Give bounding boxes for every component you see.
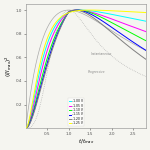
-1.20 V bbox=[78, 10, 80, 11]
-1.00 V bbox=[145, 20, 147, 22]
-1.15 V bbox=[108, 24, 109, 26]
-1.05 V bbox=[37, 84, 39, 85]
-1.10 V bbox=[108, 20, 109, 22]
Line: -1.25 V: -1.25 V bbox=[26, 10, 146, 128]
-1.15 V bbox=[121, 33, 123, 35]
-1.25 V bbox=[74, 10, 75, 12]
-1.25 V bbox=[25, 127, 27, 129]
-1.10 V bbox=[74, 9, 75, 11]
-1.25 V bbox=[121, 10, 123, 12]
Line: -1.00 V: -1.00 V bbox=[26, 10, 146, 128]
-1.10 V bbox=[37, 91, 39, 92]
-1.15 V bbox=[119, 32, 120, 34]
-1.20 V bbox=[74, 9, 75, 11]
-1.00 V bbox=[121, 15, 123, 17]
-1.05 V bbox=[121, 22, 123, 24]
-1.05 V bbox=[74, 9, 75, 11]
Line: -1.05 V: -1.05 V bbox=[26, 10, 146, 128]
-1.05 V bbox=[145, 31, 147, 33]
-1.00 V bbox=[108, 13, 109, 15]
-1.25 V bbox=[145, 12, 147, 13]
-1.00 V bbox=[80, 9, 82, 11]
-1.20 V bbox=[108, 29, 109, 31]
Y-axis label: $(I/I_{max})^2$: $(I/I_{max})^2$ bbox=[4, 55, 14, 77]
-1.10 V bbox=[25, 127, 27, 129]
-1.05 V bbox=[119, 21, 120, 23]
Text: Progressive: Progressive bbox=[88, 70, 106, 74]
Line: -1.10 V: -1.10 V bbox=[26, 10, 146, 128]
-1.00 V bbox=[74, 10, 75, 11]
-1.15 V bbox=[25, 127, 27, 129]
-1.00 V bbox=[37, 77, 39, 79]
-1.10 V bbox=[78, 9, 80, 11]
-1.05 V bbox=[108, 17, 109, 19]
-1.05 V bbox=[77, 9, 79, 11]
-1.20 V bbox=[121, 40, 123, 42]
-1.10 V bbox=[119, 26, 120, 28]
-1.05 V bbox=[25, 127, 27, 129]
-1.00 V bbox=[119, 15, 120, 17]
-1.00 V bbox=[78, 9, 80, 11]
X-axis label: $t/t_{max}$: $t/t_{max}$ bbox=[78, 137, 94, 146]
-1.25 V bbox=[119, 10, 120, 12]
-1.15 V bbox=[145, 49, 147, 51]
Text: Instantaneous: Instantaneous bbox=[91, 52, 112, 56]
-1.20 V bbox=[37, 97, 39, 99]
-1.25 V bbox=[89, 9, 91, 11]
Line: -1.15 V: -1.15 V bbox=[26, 10, 146, 128]
-1.20 V bbox=[145, 58, 147, 60]
-1.15 V bbox=[37, 94, 39, 96]
-1.10 V bbox=[121, 27, 123, 29]
-1.25 V bbox=[37, 71, 39, 72]
-1.15 V bbox=[76, 9, 78, 11]
-1.10 V bbox=[77, 9, 79, 11]
Line: -1.20 V: -1.20 V bbox=[26, 10, 146, 128]
-1.20 V bbox=[119, 38, 120, 40]
-1.00 V bbox=[25, 127, 27, 129]
-1.15 V bbox=[78, 9, 80, 11]
-1.25 V bbox=[108, 10, 109, 12]
-1.25 V bbox=[78, 10, 80, 11]
Legend: -1.00 V, -1.05 V, -1.10 V, -1.15 V, -1.20 V, -1.25 V: -1.00 V, -1.05 V, -1.10 V, -1.15 V, -1.2… bbox=[68, 98, 84, 126]
-1.20 V bbox=[25, 127, 27, 129]
-1.05 V bbox=[78, 9, 80, 11]
-1.10 V bbox=[145, 40, 147, 42]
-1.20 V bbox=[74, 9, 76, 11]
-1.15 V bbox=[74, 9, 75, 11]
